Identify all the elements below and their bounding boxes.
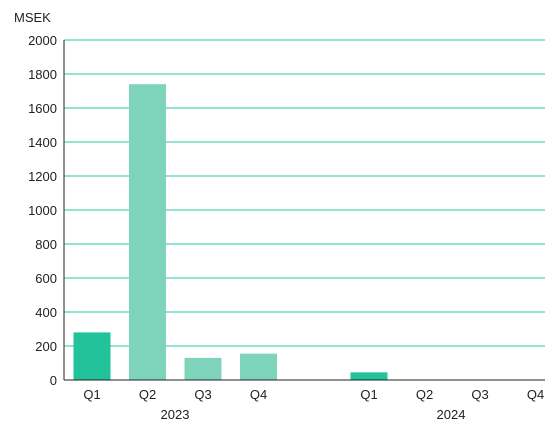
bar (129, 84, 166, 380)
y-tick-label: 1600 (28, 101, 57, 116)
y-tick-label: 200 (35, 339, 57, 354)
y-tick-label: 400 (35, 305, 57, 320)
x-category-label: Q1 (360, 387, 377, 402)
bar (240, 353, 277, 380)
x-category-label: Q3 (471, 387, 488, 402)
x-group-label: 2023 (161, 407, 190, 422)
y-tick-label: 2000 (28, 33, 57, 48)
y-tick-label: 0 (50, 373, 57, 388)
y-tick-label: 800 (35, 237, 57, 252)
x-category-label: Q2 (416, 387, 433, 402)
x-category-label: Q4 (527, 387, 544, 402)
bar (73, 332, 111, 380)
x-category-label: Q2 (139, 387, 156, 402)
y-tick-label: 1200 (28, 169, 57, 184)
bar (184, 357, 222, 380)
y-tick-label: 1800 (28, 67, 57, 82)
y-axis-unit-label: MSEK (14, 10, 51, 25)
x-group-label: 2024 (437, 407, 466, 422)
x-category-label: Q1 (83, 387, 100, 402)
y-tick-label: 1400 (28, 135, 57, 150)
y-tick-label: 1000 (28, 203, 57, 218)
bars (73, 84, 388, 380)
x-category-label: Q4 (250, 387, 267, 402)
bar (350, 372, 388, 380)
axes (63, 40, 545, 381)
tick-labels: 0 200 400 600 800 1000 1200 1400 1600 1800 2000 Q1 Q… (28, 33, 544, 422)
y-tick-label: 600 (35, 271, 57, 286)
x-category-label: Q3 (194, 387, 211, 402)
